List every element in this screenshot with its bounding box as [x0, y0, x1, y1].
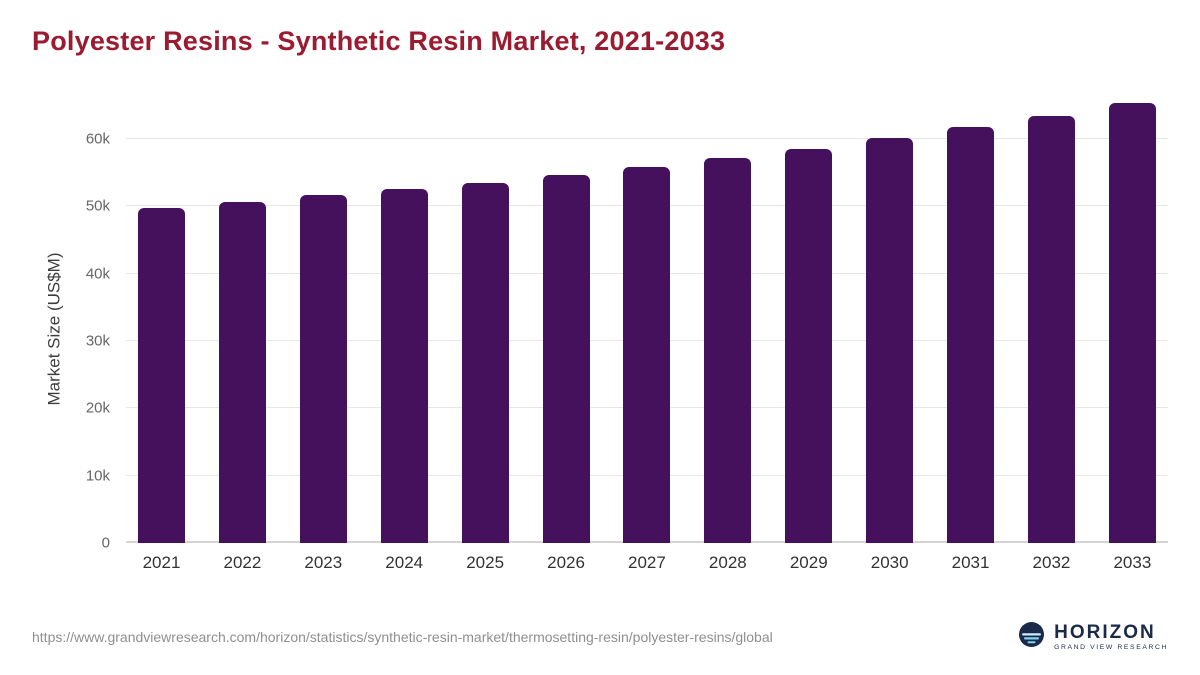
- x-tick-label: 2024: [385, 553, 424, 572]
- logo-text: HORIZON GRAND VIEW RESEARCH: [1054, 623, 1168, 652]
- x-tick-label: 2027: [628, 553, 666, 572]
- bar-chart: Market Size (US$M) 0 10k 20k 30k 40k 50k 60k 2…: [32, 85, 1168, 573]
- x-tick-label: 2021: [142, 553, 181, 572]
- x-tick-label: 2031: [951, 553, 990, 572]
- x-tick-label: 2025: [466, 553, 505, 572]
- bars-container: [126, 85, 1168, 543]
- bar-2033: [1108, 102, 1156, 543]
- source-url: https://www.grandviewresearch.com/horizo…: [32, 629, 773, 645]
- plot-outer: 0 10k 20k 30k 40k 50k 60k 2021 2022 2023 2024 2025…: [86, 85, 1168, 573]
- plot-area: 0 10k 20k 30k 40k 50k 60k: [86, 85, 1168, 552]
- y-tick-label: 30k: [85, 332, 110, 350]
- y-tick-label: 10k: [85, 467, 110, 485]
- y-tick-label: 0: [101, 534, 110, 552]
- bar-2029: [785, 149, 833, 543]
- x-tick-label: 2023: [304, 553, 343, 572]
- bar-2024: [380, 189, 428, 543]
- bar-2027: [623, 167, 671, 543]
- horizon-logo-icon: [1018, 621, 1045, 653]
- x-tick-label: 2030: [870, 553, 909, 572]
- page-title: Polyester Resins - Synthetic Resin Marke…: [32, 26, 726, 56]
- x-tick-label: 2022: [223, 553, 262, 572]
- bar-2023: [299, 195, 347, 543]
- y-axis-title-text: Market Size (US$M): [45, 252, 64, 406]
- bar-2028: [704, 158, 752, 543]
- bar-2022: [218, 201, 266, 543]
- y-tick-label: 50k: [85, 197, 110, 215]
- bar-2025: [461, 182, 509, 543]
- x-tick-label: 2033: [1113, 553, 1152, 572]
- y-tick-label: 20k: [85, 399, 110, 417]
- gridline: [126, 137, 1168, 139]
- bar-2031: [947, 127, 995, 543]
- x-tick-label: 2028: [708, 553, 747, 572]
- logo-subtitle: GRAND VIEW RESEARCH: [1054, 643, 1168, 651]
- horizon-logo: HORIZON GRAND VIEW RESEARCH: [1018, 621, 1168, 653]
- y-tick-label: 60k: [85, 130, 110, 148]
- y-tick-label: 40k: [85, 265, 110, 283]
- x-tick-label: 2026: [547, 553, 585, 572]
- bar-2026: [542, 175, 590, 543]
- bar-2021: [138, 207, 185, 543]
- bar-2030: [866, 138, 914, 543]
- bar-2032: [1027, 115, 1075, 543]
- logo-title: HORIZON: [1054, 621, 1156, 643]
- x-tick-label: 2029: [789, 553, 828, 572]
- x-axis-labels: 2021 2022 2023 2024 2025 2026 2027 2028 2029 2030…: [126, 543, 1168, 573]
- x-tick-label: 2032: [1032, 553, 1071, 572]
- y-axis-title: Market Size (US$M): [32, 85, 78, 573]
- footer: https://www.grandviewresearch.com/horizo…: [32, 621, 1168, 653]
